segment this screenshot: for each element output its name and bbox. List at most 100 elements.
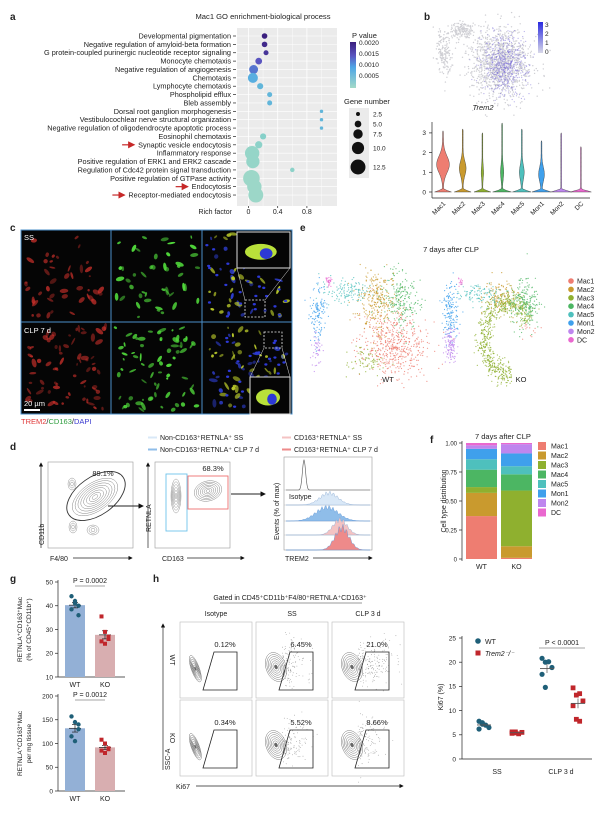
umap-cell-Mac2 xyxy=(377,333,379,335)
umap-cell-Mac1 xyxy=(390,340,392,342)
umap-cell-Mac3 xyxy=(508,370,510,372)
umap-cell-Mac3 xyxy=(516,293,518,295)
umap-cell-Mac3 xyxy=(513,304,515,306)
umap-cell-Mac1 xyxy=(395,335,397,337)
umap-cell-Mac4 xyxy=(522,279,524,281)
umap-cell-expressing xyxy=(499,55,501,57)
umap-cell xyxy=(440,42,442,44)
umap-cell-Mac3 xyxy=(490,353,492,355)
umap-cell-expressing xyxy=(516,92,518,94)
umap-cell-Mac3 xyxy=(487,323,489,325)
cell-signal xyxy=(46,297,54,302)
umap-cell xyxy=(519,69,521,71)
umap-cell-Mac4 xyxy=(400,283,402,285)
cell-signal xyxy=(182,391,186,397)
umap-cell-Mac3 xyxy=(521,301,523,303)
umap-cell-expressing xyxy=(475,80,478,82)
cell-signal xyxy=(219,310,224,314)
umap-cell-Mac3 xyxy=(376,355,378,357)
umap-cell-Mac3 xyxy=(524,311,526,313)
umap-cell xyxy=(506,99,508,101)
umap-cell-Mac1 xyxy=(382,370,384,372)
umap-cell-Mac1 xyxy=(398,315,400,317)
enrichment-dot xyxy=(261,33,268,39)
stain-label: TREM2 xyxy=(21,417,46,426)
umap-cell-Mac1 xyxy=(356,340,358,342)
cell-signal xyxy=(143,298,152,303)
umap-cell-Mac4 xyxy=(527,285,529,287)
umap-cell-Mon1 xyxy=(315,317,317,319)
umap-cell-Mac3 xyxy=(492,362,494,364)
size-legend-label: 10.0 xyxy=(373,145,386,152)
umap-cell-Mac1 xyxy=(412,335,414,337)
umap-cell-Mac3 xyxy=(483,334,486,336)
umap-cell xyxy=(484,21,487,23)
umap-cell-Mac4 xyxy=(515,309,517,311)
umap-cell-Mac3 xyxy=(500,383,502,385)
umap-cell-Mac4 xyxy=(517,308,519,310)
umap-cell-Mac1 xyxy=(395,312,397,314)
umap-cell xyxy=(482,37,484,39)
umap-cell-Mac1 xyxy=(418,325,420,327)
umap-cell-expressing xyxy=(514,88,516,90)
umap-cell-Mac1 xyxy=(406,322,408,324)
umap-cell-Mac5 xyxy=(358,283,360,285)
umap-cell-Mac2 xyxy=(392,283,394,285)
umap-cell-Mac1 xyxy=(401,339,403,341)
umap-cell xyxy=(501,58,503,61)
umap-cell-Mac4 xyxy=(525,286,527,288)
umap-cell-Mac3 xyxy=(481,329,483,331)
umap-cell-expressing xyxy=(494,37,496,39)
umap-cell xyxy=(481,102,483,104)
umap-cell xyxy=(504,52,506,54)
umap-cell-Mac1 xyxy=(412,333,414,335)
umap-cell-expressing xyxy=(499,80,501,83)
umap-cell-Mac1 xyxy=(425,329,427,331)
umap-cell-Mac3 xyxy=(353,367,355,369)
umap-cell-Mac4 xyxy=(391,302,393,304)
umap-cell-Mac4 xyxy=(512,321,514,323)
umap-cell-Mac3 xyxy=(518,306,520,308)
umap-cell-expressing xyxy=(518,57,520,59)
umap-cell-Mac3 xyxy=(538,308,540,310)
umap-cell xyxy=(485,60,487,62)
umap-cell-Mac4 xyxy=(533,294,535,296)
cell-signal xyxy=(123,342,126,347)
umap-cell-Mac4 xyxy=(398,303,400,305)
umap-cell-Mac1 xyxy=(364,316,366,318)
scale-bar-label: 20 µm xyxy=(24,399,45,408)
umap-cell-Mon2 xyxy=(314,331,316,333)
umap-cell-expressing xyxy=(507,37,509,40)
umap-cell-Mon2 xyxy=(320,361,322,363)
umap-cell xyxy=(513,53,515,55)
umap-cell-Mac4 xyxy=(401,305,403,307)
umap-cell-Mac4 xyxy=(386,290,388,292)
umap-cell xyxy=(459,33,461,35)
umap-cell-Mac3 xyxy=(492,359,494,361)
umap-cell-expressing xyxy=(515,69,517,71)
cell-signal xyxy=(35,389,44,395)
umap-cell-expressing xyxy=(507,23,509,25)
umap-cell-Mon2 xyxy=(317,341,320,343)
umap-cell xyxy=(487,26,489,28)
umap-cell-Mac4 xyxy=(514,314,516,316)
umap-cell xyxy=(484,14,487,16)
umap-cell-Mac4 xyxy=(399,286,402,288)
umap-cell xyxy=(441,39,443,41)
umap-cell-Mac2 xyxy=(375,303,377,305)
umap-cell-expressing xyxy=(508,63,510,65)
umap-cell-expressing xyxy=(502,50,504,52)
umap-cell xyxy=(454,47,457,49)
umap-cell-Mac1 xyxy=(394,357,396,359)
umap-cell-expressing xyxy=(492,72,494,74)
cell-signal xyxy=(45,329,50,338)
cell-signal xyxy=(241,404,246,409)
cell-signal xyxy=(214,351,218,355)
cell-signal xyxy=(155,306,163,311)
umap-cell-Mac5 xyxy=(340,295,342,297)
umap-cell xyxy=(436,58,438,60)
umap-cell-Mac4 xyxy=(414,295,416,297)
umap-cell-Mac3 xyxy=(510,375,512,377)
umap-cell xyxy=(505,87,508,89)
umap-cell-Mon2 xyxy=(313,370,315,373)
